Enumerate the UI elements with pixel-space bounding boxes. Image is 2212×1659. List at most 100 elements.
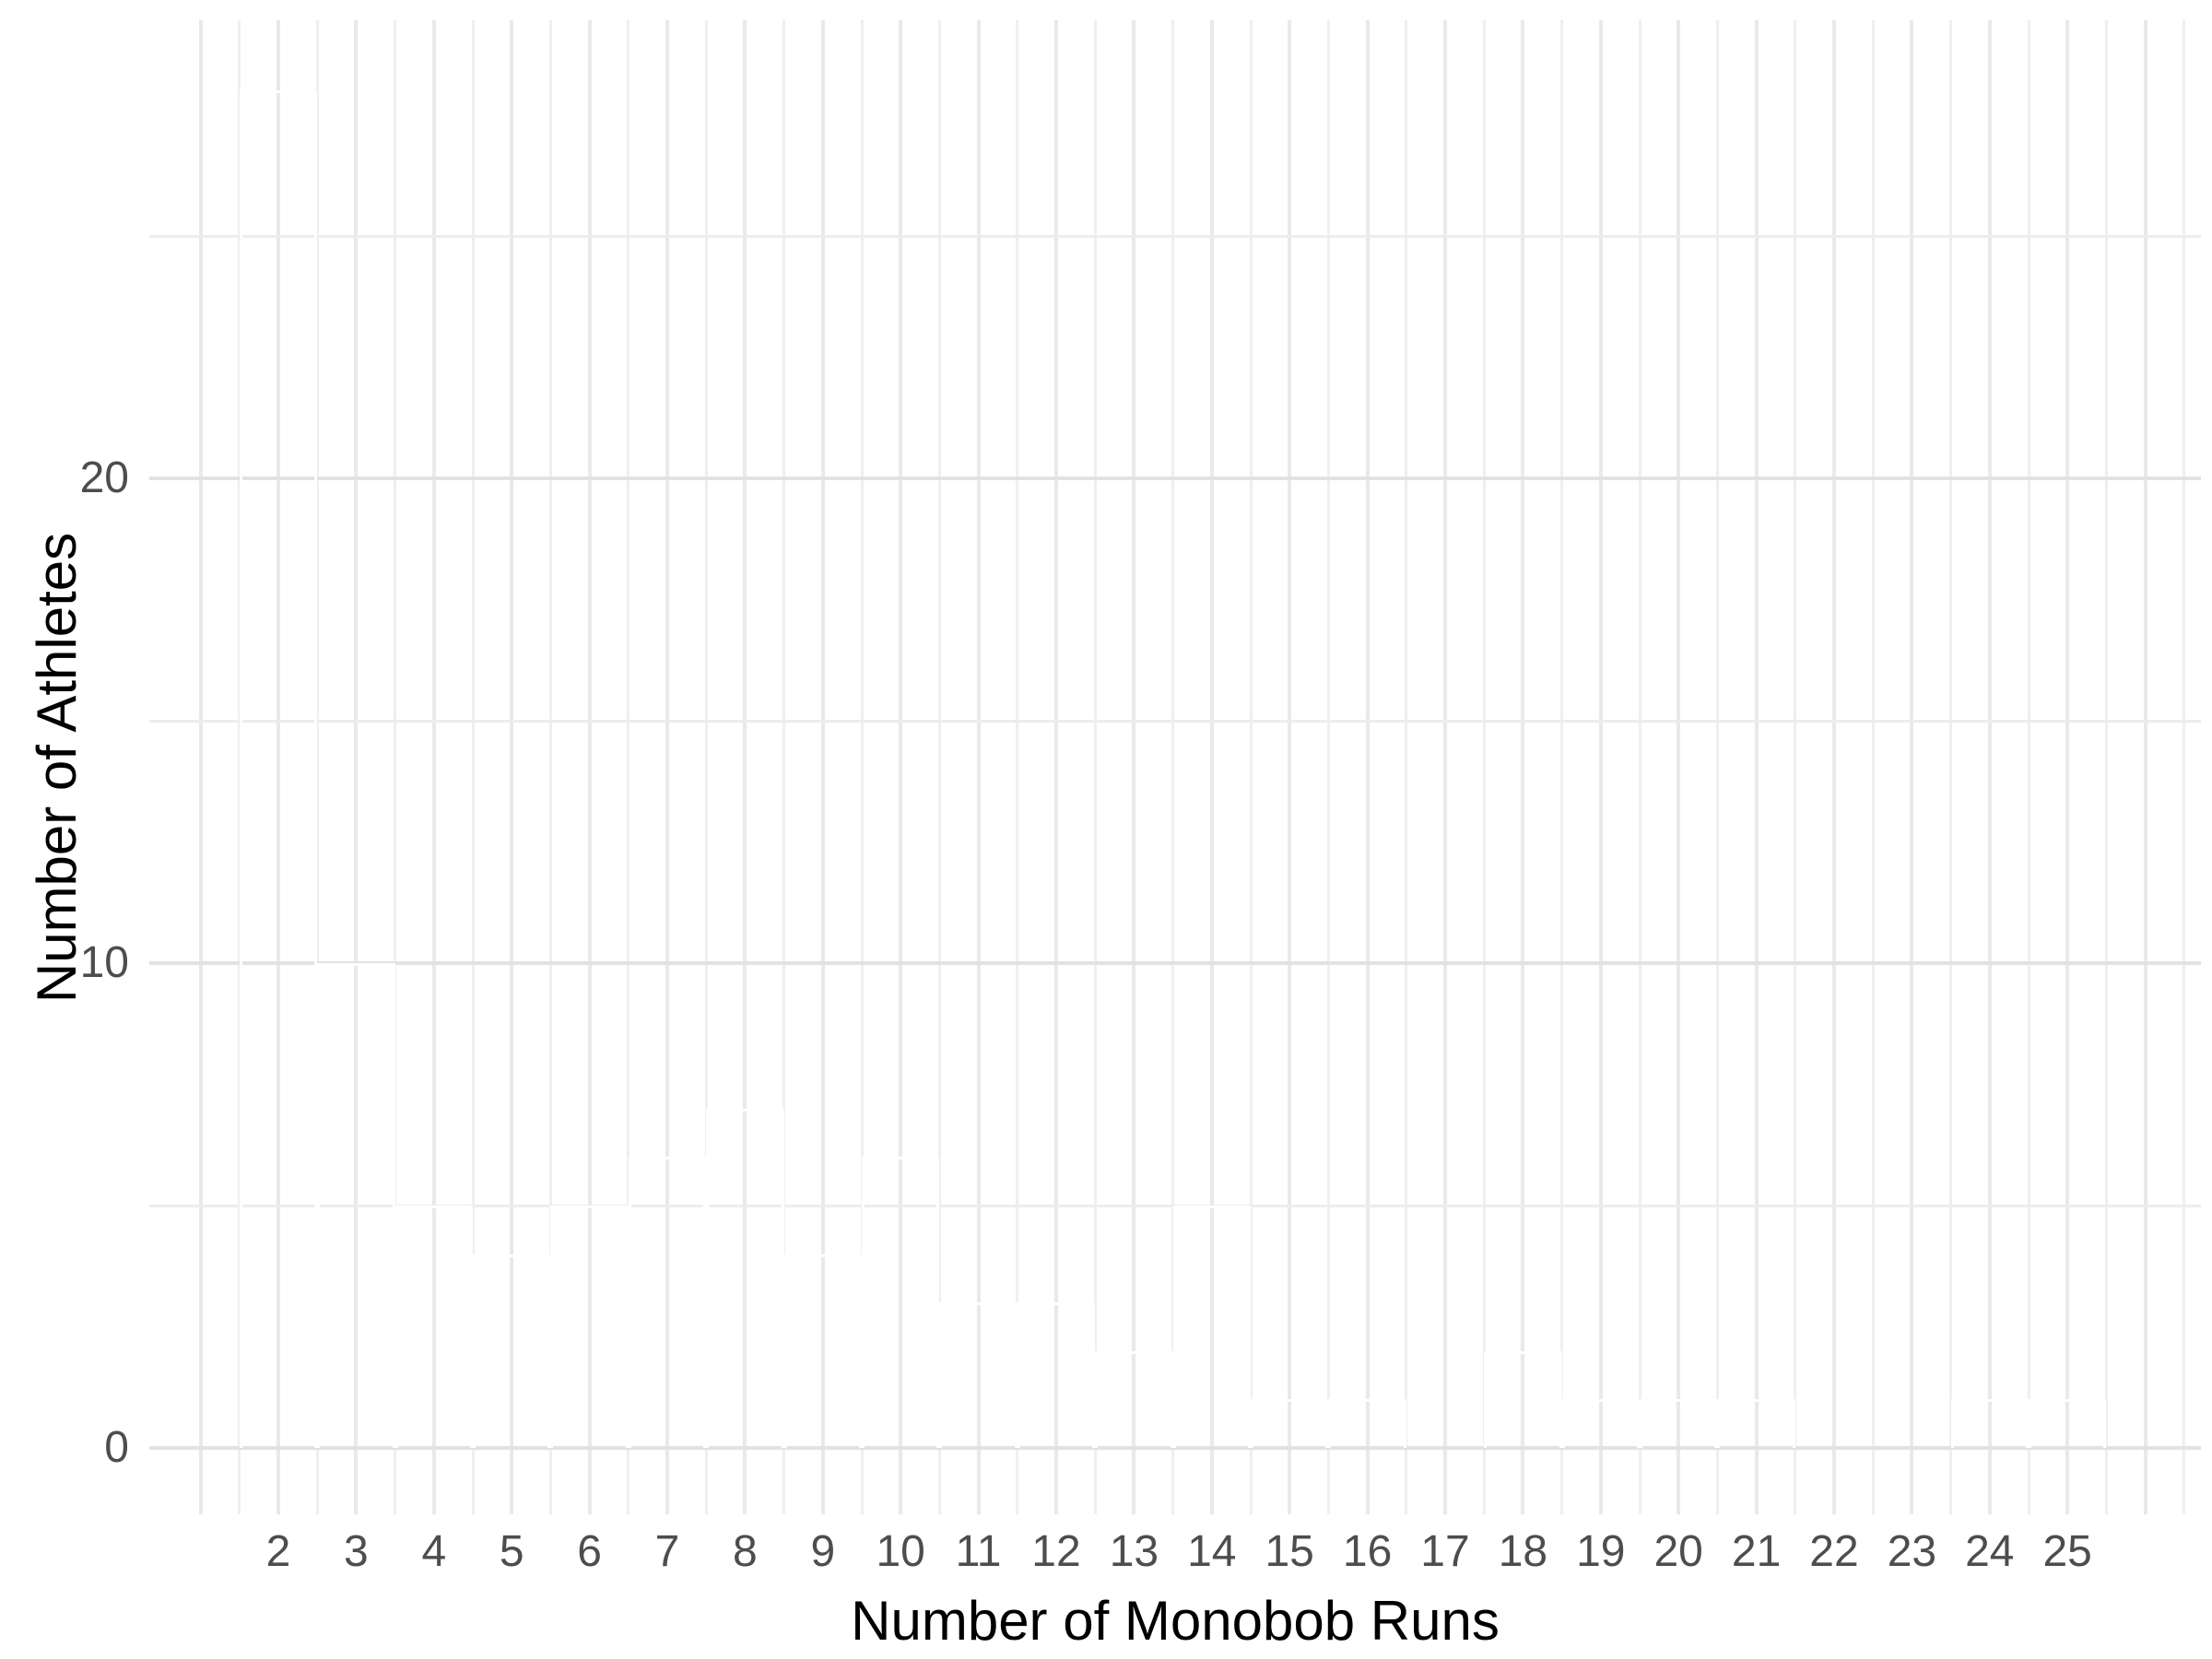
histogram-bar-x13 — [1095, 1350, 1173, 1448]
x-gridline-major — [2143, 20, 2147, 1514]
x-axis-tick-label: 24 — [1965, 1527, 2015, 1576]
x-gridline-major — [1832, 20, 1836, 1514]
x-gridline-major — [198, 20, 203, 1514]
histogram-bar-x6 — [550, 1206, 629, 1448]
x-gridline-minor — [1794, 20, 1797, 1514]
x-gridline-major — [1598, 20, 1603, 1514]
histogram-bar-x4 — [394, 1206, 473, 1448]
x-gridline-minor — [2183, 20, 2186, 1514]
x-gridline-major — [1987, 20, 1992, 1514]
x-gridline-major — [587, 20, 592, 1514]
histogram-bar-x25 — [2029, 1399, 2107, 1448]
x-gridline-minor — [394, 20, 397, 1514]
x-gridline-minor — [1482, 20, 1486, 1514]
y-axis-tick-label: 10 — [79, 938, 129, 987]
histogram-bar-x7 — [628, 1157, 707, 1448]
y-axis-tick-label: 20 — [79, 453, 129, 502]
y-gridline-major — [149, 1446, 2201, 1450]
x-axis-tick-label: 10 — [876, 1527, 925, 1576]
x-gridline-minor — [1326, 20, 1330, 1514]
x-gridline-minor — [1405, 20, 1408, 1514]
x-axis-tick-label: 18 — [1498, 1527, 1548, 1576]
x-axis-tick-label: 9 — [810, 1527, 836, 1576]
x-gridline-minor — [1093, 20, 1097, 1514]
x-gridline-minor — [1715, 20, 1719, 1514]
histogram-bar-x15 — [1251, 1399, 1329, 1448]
histogram-bar-x21 — [1717, 1399, 1795, 1448]
histogram-bar-x11 — [939, 1302, 1018, 1448]
x-gridline-major — [899, 20, 903, 1514]
histogram-bar-x20 — [1640, 1399, 1718, 1448]
x-gridline-major — [1521, 20, 1525, 1514]
x-gridline-minor — [627, 20, 630, 1514]
x-axis-tick-label: 13 — [1109, 1527, 1159, 1576]
x-gridline-major — [276, 20, 280, 1514]
x-axis-tick-label: 21 — [1731, 1527, 1782, 1576]
x-gridline-major — [354, 20, 359, 1514]
histogram-bar-x19 — [1561, 1399, 1640, 1448]
x-axis-tick-label: 14 — [1187, 1527, 1237, 1576]
x-axis-tick-label: 3 — [344, 1527, 369, 1576]
histogram-bar-x2 — [239, 90, 318, 1448]
x-gridline-minor — [1171, 20, 1175, 1514]
histogram-bar-x10 — [862, 1157, 940, 1448]
y-axis-tick-label: 0 — [104, 1423, 129, 1472]
x-axis-tick-label: 23 — [1887, 1527, 1937, 1576]
x-gridline-minor — [704, 20, 708, 1514]
y-axis-title: Number of Athletes — [26, 532, 88, 1004]
x-axis-tick-label: 22 — [1809, 1527, 1859, 1576]
x-gridline-major — [1910, 20, 1914, 1514]
y-gridline-minor — [149, 719, 2201, 723]
x-axis-tick-label: 2 — [265, 1527, 291, 1576]
x-gridline-major — [743, 20, 747, 1514]
x-gridline-major — [1677, 20, 1681, 1514]
x-axis-tick-label: 15 — [1265, 1527, 1314, 1576]
x-gridline-major — [1365, 20, 1370, 1514]
x-axis-tick-label: 4 — [421, 1527, 447, 1576]
x-gridline-major — [665, 20, 669, 1514]
x-gridline-minor — [2104, 20, 2108, 1514]
y-gridline-minor — [149, 234, 2201, 238]
y-gridline-major — [149, 477, 2201, 480]
x-gridline-minor — [1249, 20, 1253, 1514]
x-gridline-minor — [1016, 20, 1019, 1514]
x-gridline-major — [510, 20, 514, 1514]
x-axis-tick-label: 5 — [499, 1527, 524, 1576]
x-gridline-minor — [782, 20, 786, 1514]
x-gridline-minor — [471, 20, 475, 1514]
histogram-bar-x16 — [1328, 1399, 1406, 1448]
x-axis-tick-label: 20 — [1653, 1527, 1703, 1576]
histogram-bar-x3 — [317, 963, 395, 1448]
histogram-bar-x9 — [783, 1253, 862, 1448]
x-axis-tick-label: 17 — [1420, 1527, 1470, 1576]
x-gridline-major — [976, 20, 981, 1514]
x-axis-tick-label: 16 — [1342, 1527, 1393, 1576]
x-gridline-minor — [860, 20, 864, 1514]
x-axis-tick-label: 19 — [1576, 1527, 1626, 1576]
x-gridline-major — [1443, 20, 1447, 1514]
histogram-bar-x24 — [1950, 1399, 2029, 1448]
x-axis-tick-label: 8 — [733, 1527, 758, 1576]
x-gridline-major — [1054, 20, 1058, 1514]
plot-panel — [149, 20, 2201, 1514]
x-gridline-minor — [548, 20, 552, 1514]
x-gridline-major — [431, 20, 436, 1514]
x-axis-tick-label: 6 — [577, 1527, 602, 1576]
histogram-bar-x5 — [473, 1253, 551, 1448]
x-gridline-major — [820, 20, 825, 1514]
x-gridline-major — [1288, 20, 1292, 1514]
y-gridline-major — [149, 961, 2201, 965]
x-gridline-minor — [1560, 20, 1564, 1514]
x-axis-title: Number of Monobob Runs — [851, 1590, 1500, 1652]
histogram-bar-x8 — [706, 1108, 784, 1448]
x-axis-tick-label: 12 — [1031, 1527, 1081, 1576]
x-axis-tick-label: 25 — [2042, 1527, 2092, 1576]
histogram-bar-x12 — [1017, 1302, 1096, 1448]
x-gridline-minor — [1638, 20, 1641, 1514]
x-axis-tick-label: 11 — [955, 1527, 1002, 1576]
x-gridline-minor — [2027, 20, 2030, 1514]
x-gridline-major — [1754, 20, 1759, 1514]
x-gridline-minor — [937, 20, 941, 1514]
x-gridline-major — [1209, 20, 1214, 1514]
